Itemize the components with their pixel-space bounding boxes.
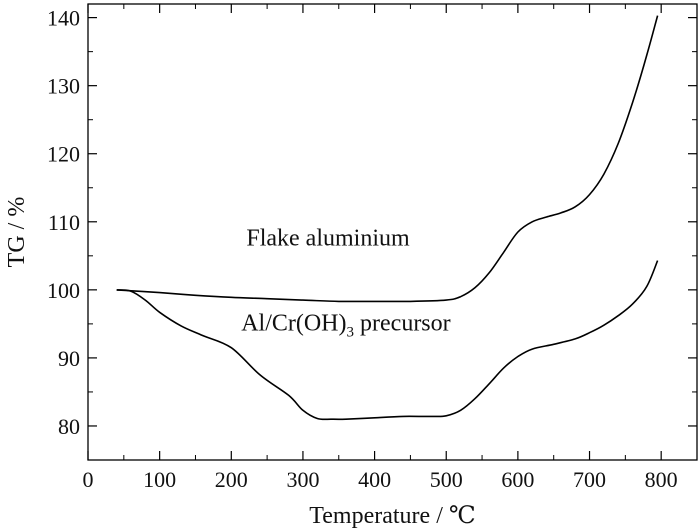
y-tick-label: 90 — [58, 346, 80, 371]
x-axis-title: Temperature / ℃ — [309, 503, 475, 529]
x-tick-label: 500 — [430, 467, 463, 492]
x-tick-label: 400 — [358, 467, 391, 492]
annotation-part-1: Al/Cr(OH) — [241, 311, 346, 337]
y-tick-label: 100 — [47, 278, 80, 303]
plot-frame — [87, 3, 698, 461]
x-tick-label: 700 — [573, 467, 606, 492]
y-tick-label: 110 — [48, 210, 80, 235]
annotation-al-cr-oh3-precursor: Al/Cr(OH)3 precursor — [241, 311, 450, 341]
y-tick-label: 120 — [47, 142, 80, 167]
x-tick-label: 100 — [143, 467, 176, 492]
x-tick-label: 300 — [286, 467, 319, 492]
series-line-0 — [116, 15, 659, 303]
y-tick-label: 80 — [58, 414, 80, 439]
y-tick-label: 130 — [47, 74, 80, 99]
series-line-1 — [116, 260, 659, 421]
annotation-part-3: precursor — [354, 311, 451, 337]
y-axis-title: TG / % — [4, 197, 30, 268]
x-tick-label: 600 — [501, 467, 534, 492]
x-tick-label: 800 — [645, 467, 678, 492]
x-tick-label: 200 — [215, 467, 248, 492]
x-tick-label: 0 — [83, 467, 94, 492]
y-tick-label: 140 — [47, 6, 80, 31]
annotation-subscript: 3 — [347, 325, 355, 341]
annotation-flake-aluminium: Flake aluminium — [246, 226, 410, 252]
